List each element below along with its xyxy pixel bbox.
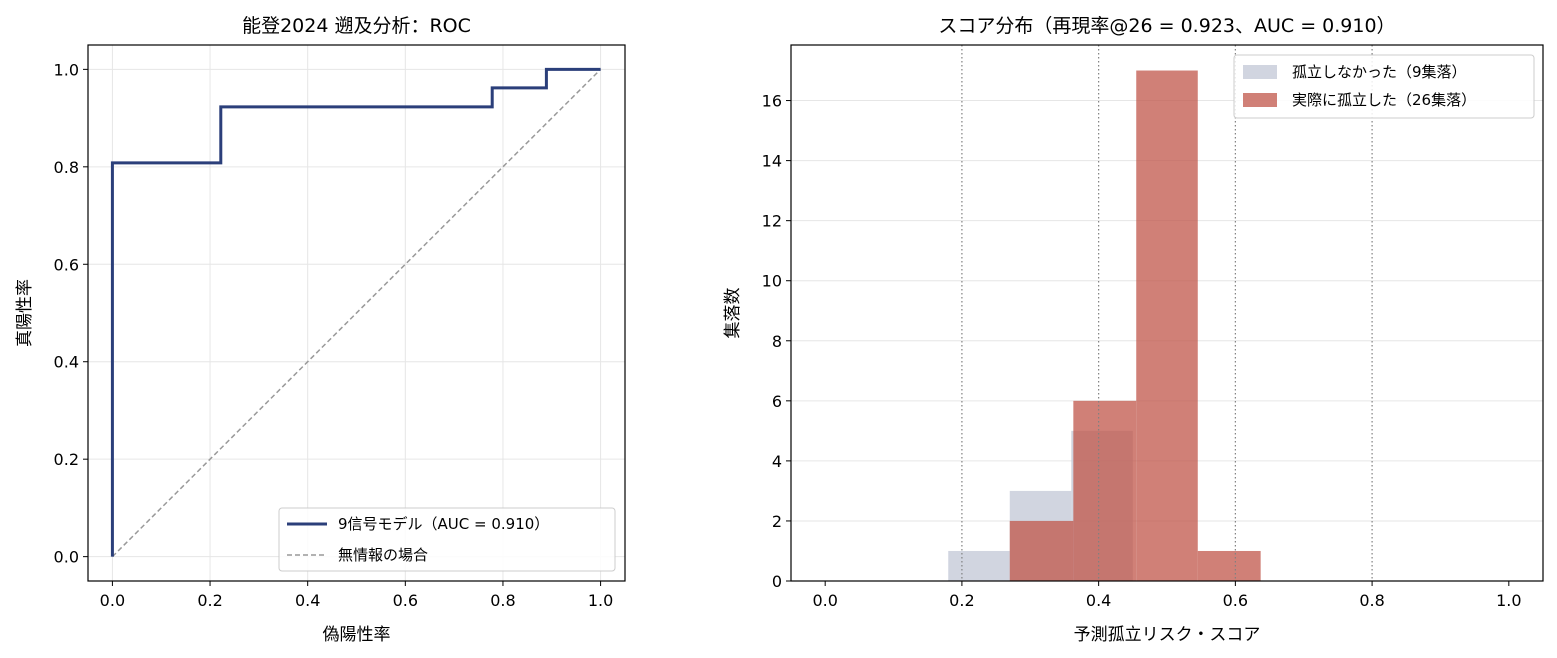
histogram-legend-box	[1233, 54, 1535, 119]
histogram-bar-isolated	[1009, 520, 1074, 581]
histogram-x-tick-label: 0.2	[949, 591, 974, 610]
roc-title: 能登2024 遡及分析：ROC	[242, 15, 471, 37]
histogram-y-tick-label: 2	[772, 512, 782, 531]
histogram-x-tick-label: 0.4	[1086, 591, 1111, 610]
roc-y-tick-label: 0.8	[54, 158, 79, 177]
roc-y-axis-label: 真陽性率	[15, 279, 35, 347]
roc-gridlines	[88, 45, 625, 581]
roc-y-ticks: 0.0 0.2 0.4 0.6 0.8 1.0	[54, 60, 88, 567]
roc-legend-box	[278, 507, 616, 572]
histogram-threshold-lines	[961, 45, 1373, 581]
histogram-legend-label-isolated: 実際に孤立した（26集落）	[1292, 91, 1476, 109]
histogram-y-tick-label: 14	[762, 152, 782, 171]
roc-x-axis-label: 偽陽性率	[323, 625, 391, 645]
histogram-y-tick-label: 16	[762, 92, 782, 111]
histogram-y-tick-label: 4	[772, 452, 782, 471]
histogram-y-tick-label: 6	[772, 392, 782, 411]
roc-curve-model	[110, 67, 601, 557]
roc-series-layer	[110, 67, 602, 558]
roc-x-ticks: 0.0 0.2 0.4 0.6 0.8 1.0	[100, 581, 613, 610]
histogram-title: スコア分布（再現率@26 = 0.923、AUC = 0.910）	[938, 15, 1395, 37]
roc-legend: 9信号モデル（AUC = 0.910） 無情報の場合	[278, 507, 616, 572]
histogram-legend: 孤立しなかった（9集落） 実際に孤立した（26集落）	[1233, 54, 1535, 119]
histogram-legend-swatch-not-isolated	[1243, 65, 1277, 79]
roc-x-tick-label: 0.2	[197, 591, 222, 610]
histogram-bar-not-isolated	[948, 550, 1010, 581]
histogram-chart-panel: 0.0 0.2 0.4 0.6 0.8 1.0 0 2 4 6 8 10 12 14 16 スコア分布（再…	[723, 15, 1544, 645]
roc-x-tick-label: 0.6	[393, 591, 418, 610]
histogram-x-tick-label: 0.6	[1223, 591, 1248, 610]
histogram-x-axis-label: 予測孤立リスク・スコア	[1074, 625, 1261, 645]
roc-y-tick-label: 0.6	[54, 255, 79, 274]
histogram-y-ticks: 0 2 4 6 8 10 12 14 16	[762, 92, 791, 591]
roc-curve-chance	[111, 68, 602, 558]
roc-x-tick-label: 0.0	[100, 591, 125, 610]
histogram-y-tick-label: 0	[772, 572, 782, 591]
roc-x-tick-label: 0.4	[295, 591, 320, 610]
roc-y-tick-label: 1.0	[54, 60, 79, 79]
roc-x-tick-label: 0.8	[490, 591, 515, 610]
histogram-y-tick-label: 8	[772, 332, 782, 351]
histogram-legend-swatch-isolated	[1243, 93, 1277, 107]
roc-y-tick-label: 0.4	[54, 353, 79, 372]
roc-x-tick-label: 1.0	[588, 591, 613, 610]
histogram-bar-isolated	[1197, 550, 1261, 581]
histogram-y-tick-label: 10	[762, 272, 782, 291]
histogram-bar-isolated	[1073, 400, 1137, 581]
histogram-y-tick-label: 12	[762, 212, 782, 231]
roc-chart-panel: 0.0 0.2 0.4 0.6 0.8 1.0 0.0 0.2 0.4 0.6 0.8 1.0 能登…	[15, 15, 626, 645]
histogram-bars-layer	[948, 70, 1261, 582]
histogram-y-axis-label: 集落数	[723, 288, 743, 339]
roc-y-tick-label: 0.2	[54, 450, 79, 469]
histogram-x-tick-label: 1.0	[1496, 591, 1521, 610]
histogram-x-tick-label: 0.8	[1359, 591, 1384, 610]
histogram-x-ticks: 0.0 0.2 0.4 0.6 0.8 1.0	[812, 581, 1522, 610]
roc-legend-label-model: 9信号モデル（AUC = 0.910）	[338, 515, 549, 533]
histogram-x-tick-label: 0.0	[812, 591, 837, 610]
histogram-bar-isolated	[1136, 70, 1198, 582]
roc-y-tick-label: 0.0	[54, 548, 79, 567]
histogram-legend-label-not-isolated: 孤立しなかった（9集落）	[1292, 63, 1467, 81]
histogram-plot-border	[790, 44, 1544, 582]
roc-plot-border	[87, 44, 626, 582]
roc-legend-label-chance: 無情報の場合	[338, 546, 428, 564]
